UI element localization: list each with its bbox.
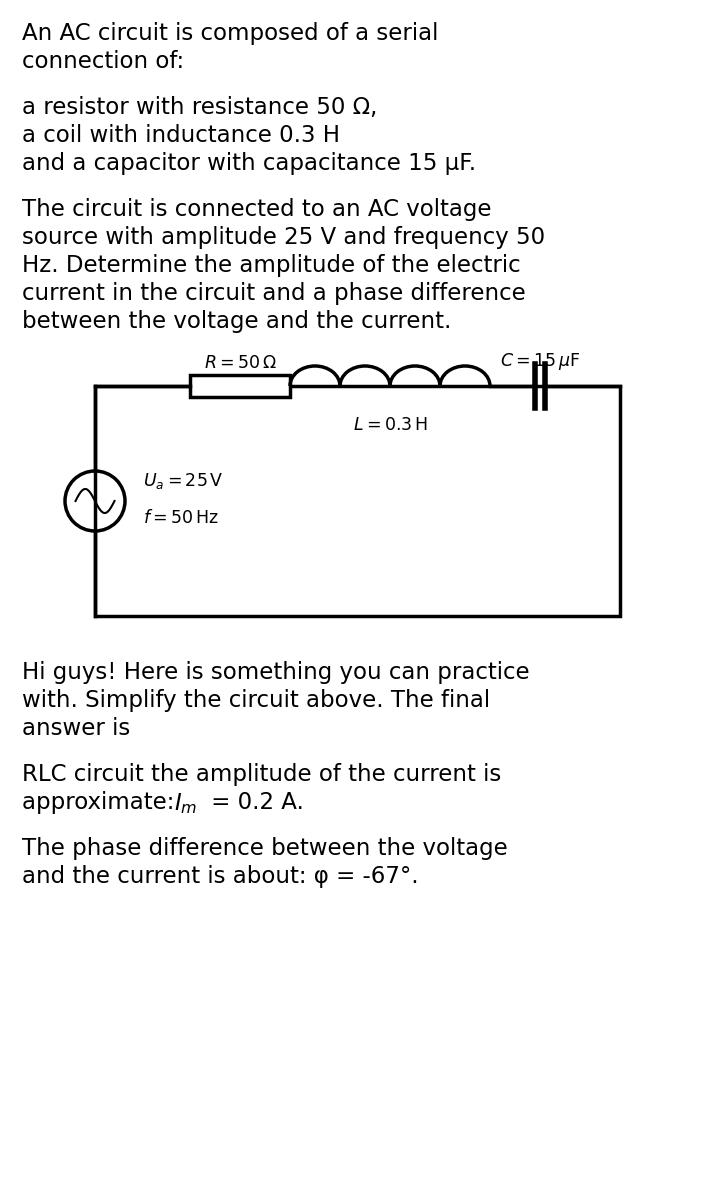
Text: The circuit is connected to an AC voltage: The circuit is connected to an AC voltag… bbox=[22, 198, 492, 221]
Text: and a capacitor with capacitance 15 μF.: and a capacitor with capacitance 15 μF. bbox=[22, 152, 476, 174]
Text: The phase difference between the voltage: The phase difference between the voltage bbox=[22, 837, 508, 861]
Text: $L=0.3\,\mathrm{H}$: $L=0.3\,\mathrm{H}$ bbox=[353, 415, 428, 434]
Text: answer is: answer is bbox=[22, 717, 130, 740]
Text: a coil with inductance 0.3 H: a coil with inductance 0.3 H bbox=[22, 123, 340, 147]
Text: Hi guys! Here is something you can practice: Hi guys! Here is something you can pract… bbox=[22, 661, 530, 684]
Bar bbox=[95, 386, 620, 616]
Text: $U_a=25\,\mathrm{V}$: $U_a=25\,\mathrm{V}$ bbox=[143, 471, 224, 491]
Text: with. Simplify the circuit above. The final: with. Simplify the circuit above. The fi… bbox=[22, 688, 490, 712]
Text: current in the circuit and a phase difference: current in the circuit and a phase diffe… bbox=[22, 283, 526, 305]
Text: and the current is about: φ = -67°.: and the current is about: φ = -67°. bbox=[22, 865, 418, 888]
Text: An AC circuit is composed of a serial: An AC circuit is composed of a serial bbox=[22, 23, 438, 45]
Text: $I_m$: $I_m$ bbox=[174, 791, 197, 815]
Text: source with amplitude 25 V and frequency 50: source with amplitude 25 V and frequency… bbox=[22, 226, 545, 249]
Text: $f=50\,\mathrm{Hz}$: $f=50\,\mathrm{Hz}$ bbox=[143, 509, 219, 527]
Text: $C=15\,\mu\mathrm{F}$: $C=15\,\mu\mathrm{F}$ bbox=[500, 351, 580, 372]
Text: $R=50\,\Omega$: $R=50\,\Omega$ bbox=[204, 354, 276, 372]
Text: = 0.2 A.: = 0.2 A. bbox=[204, 791, 304, 814]
Text: RLC circuit the amplitude of the current is: RLC circuit the amplitude of the current… bbox=[22, 763, 501, 786]
Bar bbox=[190, 375, 290, 396]
Text: connection of:: connection of: bbox=[22, 50, 184, 72]
Text: a resistor with resistance 50 Ω,: a resistor with resistance 50 Ω, bbox=[22, 96, 377, 119]
Text: Hz. Determine the amplitude of the electric: Hz. Determine the amplitude of the elect… bbox=[22, 254, 521, 277]
Text: between the voltage and the current.: between the voltage and the current. bbox=[22, 310, 451, 334]
Text: approximate:: approximate: bbox=[22, 791, 181, 814]
